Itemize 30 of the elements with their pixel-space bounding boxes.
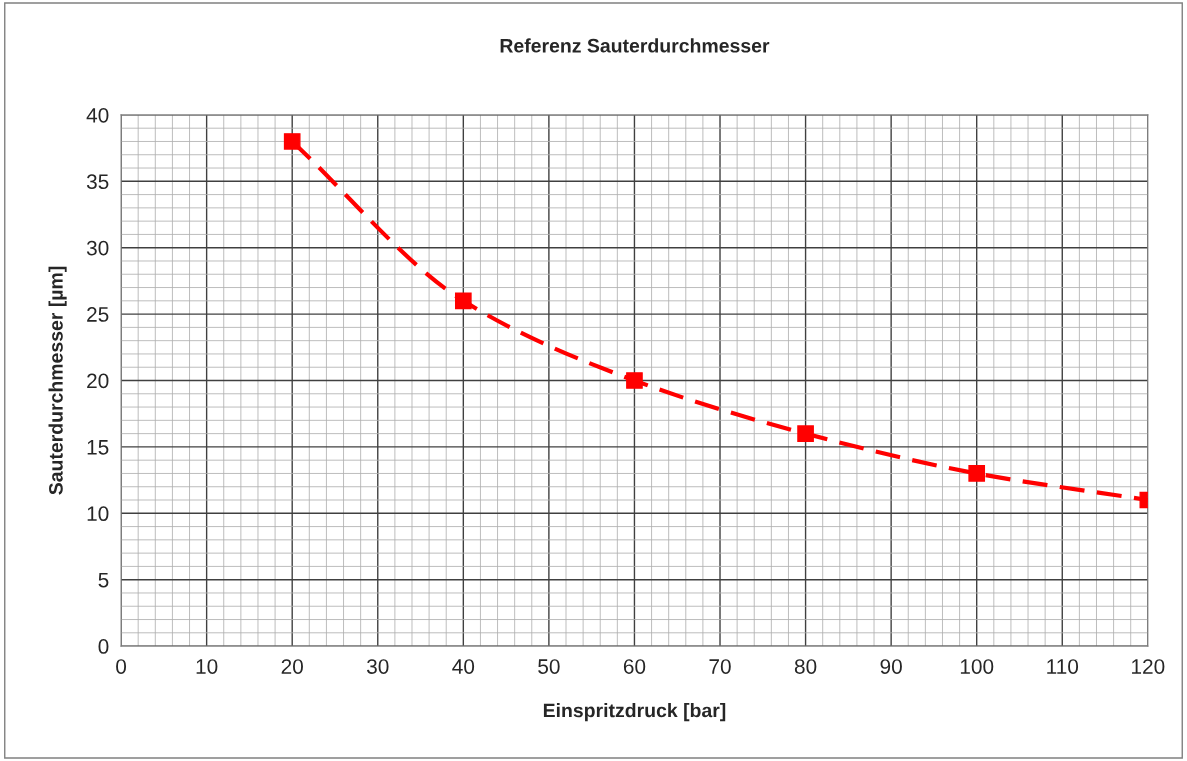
x-tick-label: 110	[1047, 659, 1079, 674]
x-tick-label: 100	[960, 659, 994, 674]
x-tick-label: 0	[116, 659, 127, 674]
y-tick-label: 15	[87, 440, 109, 455]
y-tick-label: 25	[87, 307, 109, 322]
y-tick-label: 35	[86, 174, 109, 190]
x-tick-label: 60	[623, 659, 646, 674]
x-axis-title: Einspritzdruck [bar]	[543, 703, 726, 722]
x-tick-label: 30	[366, 659, 389, 674]
point	[626, 372, 643, 389]
y-tick-label: 40	[86, 107, 109, 123]
x-tick-label: 80	[794, 659, 817, 674]
x-tick-label: 90	[880, 659, 902, 674]
chart-title: Referenz Sauterdurchmesser	[500, 38, 770, 53]
x-tick-label: 20	[281, 659, 303, 674]
y-axis-title: Sauterdurchmesser [µm]	[48, 266, 67, 495]
y-tick-label: 20	[87, 373, 109, 389]
y-tick-label: 0	[98, 639, 109, 654]
y-tick-label: 30	[86, 240, 109, 256]
point	[283, 133, 301, 150]
x-tick-label: 10	[196, 659, 218, 674]
x-tick-label: 120	[1132, 659, 1165, 674]
point	[454, 292, 472, 310]
y-tick-label: 10	[87, 506, 109, 522]
point	[797, 425, 814, 442]
point	[968, 465, 986, 482]
y-tick-label: 5	[98, 572, 109, 588]
x-tick-label: 40	[452, 659, 475, 674]
x-tick-label: 50	[538, 659, 560, 674]
x-tick-label: 70	[709, 659, 731, 674]
